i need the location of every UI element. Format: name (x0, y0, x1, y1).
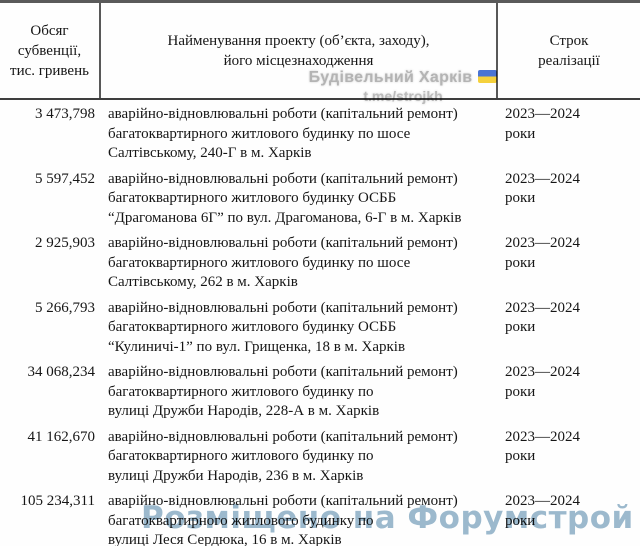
project-cell: аварійно-відновлювальні роботи (капіталь… (108, 364, 458, 419)
term-cell: 2023—2024 роки (505, 428, 580, 465)
col-header-term: Строк реалізації (497, 0, 640, 100)
project-cell: аварійно-відновлювальні роботи (капіталь… (108, 493, 458, 546)
project-cell: аварійно-відновлювальні роботи (капіталь… (108, 170, 462, 226)
table-row: 3 473,798 аварійно-відновлювальні роботи… (0, 99, 640, 165)
amount-cell: 105 234,311 (20, 493, 95, 509)
table-row: 2 925,903 аварійно-відновлювальні роботи… (0, 229, 640, 294)
term-cell: 2023—2024 роки (505, 106, 580, 142)
term-cell: 2023—2024 роки (505, 170, 580, 207)
col-header-project: Найменування проекту (об’єкта, заходу), … (99, 0, 498, 100)
table-row: 34 068,234 аварійно-відновлювальні робот… (0, 358, 640, 423)
table-row: 5 266,793 аварійно-відновлювальні роботи… (0, 294, 640, 359)
project-cell: аварійно-відновлювальні роботи (капіталь… (108, 299, 458, 355)
amount-cell: 2 925,903 (35, 235, 95, 251)
amount-cell: 3 473,798 (35, 106, 95, 122)
table-body: 3 473,798 аварійно-відновлювальні роботи… (0, 99, 640, 546)
project-cell: аварійно-відновлювальні роботи (капіталь… (108, 235, 458, 290)
amount-cell: 34 068,234 (27, 364, 96, 380)
table-row: 41 162,670 аварійно-відновлювальні робот… (0, 423, 640, 488)
amount-cell: 5 266,793 (35, 299, 95, 316)
term-cell: 2023—2024 роки (505, 493, 580, 529)
project-cell: аварійно-відновлювальні роботи (капіталь… (108, 428, 458, 484)
amount-cell: 5 597,452 (35, 170, 95, 187)
term-cell: 2023—2024 роки (505, 235, 580, 271)
term-cell: 2023—2024 роки (505, 364, 580, 400)
table-header: Обсяг субвенції, тис. гривень Найменуван… (0, 0, 640, 100)
table-row: 105 234,311 аварійно-відновлювальні робо… (0, 487, 640, 546)
amount-cell: 41 162,670 (27, 428, 96, 445)
header-row: Обсяг субвенції, тис. гривень Найменуван… (0, 0, 640, 100)
term-cell: 2023—2024 роки (505, 299, 580, 336)
project-cell: аварійно-відновлювальні роботи (капіталь… (108, 106, 458, 161)
table-row: 5 597,452 аварійно-відновлювальні роботи… (0, 165, 640, 230)
col-header-amount: Обсяг субвенції, тис. гривень (0, 0, 100, 100)
